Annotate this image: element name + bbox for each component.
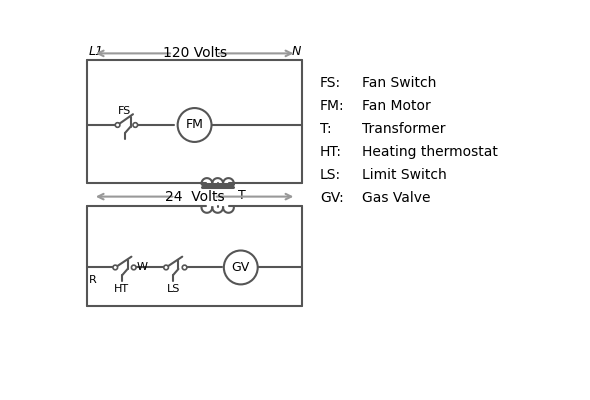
- Text: R: R: [89, 275, 97, 285]
- Circle shape: [182, 265, 187, 270]
- Text: FS: FS: [117, 106, 131, 116]
- Text: LS:: LS:: [320, 168, 341, 182]
- Text: N: N: [291, 45, 301, 58]
- Text: GV:: GV:: [320, 191, 344, 205]
- Text: Fan Motor: Fan Motor: [362, 99, 431, 113]
- Text: T:: T:: [320, 122, 332, 136]
- Text: Heating thermostat: Heating thermostat: [362, 145, 499, 159]
- Text: LS: LS: [167, 284, 181, 294]
- Circle shape: [224, 250, 258, 284]
- Circle shape: [113, 265, 117, 270]
- Text: GV: GV: [232, 261, 250, 274]
- Text: 120 Volts: 120 Volts: [162, 46, 227, 60]
- Text: 24  Volts: 24 Volts: [165, 190, 224, 204]
- Text: FM:: FM:: [320, 99, 345, 113]
- Text: Fan Switch: Fan Switch: [362, 76, 437, 90]
- Text: FS:: FS:: [320, 76, 341, 90]
- Circle shape: [115, 123, 120, 127]
- Text: Transformer: Transformer: [362, 122, 446, 136]
- Text: W: W: [137, 262, 148, 272]
- Circle shape: [164, 265, 168, 270]
- Text: Limit Switch: Limit Switch: [362, 168, 447, 182]
- Text: FM: FM: [186, 118, 204, 132]
- Text: Gas Valve: Gas Valve: [362, 191, 431, 205]
- Circle shape: [133, 123, 137, 127]
- Circle shape: [178, 108, 211, 142]
- Text: HT: HT: [114, 284, 129, 294]
- Text: L1: L1: [88, 45, 103, 58]
- Circle shape: [132, 265, 136, 270]
- Text: T: T: [238, 189, 245, 202]
- Text: HT:: HT:: [320, 145, 342, 159]
